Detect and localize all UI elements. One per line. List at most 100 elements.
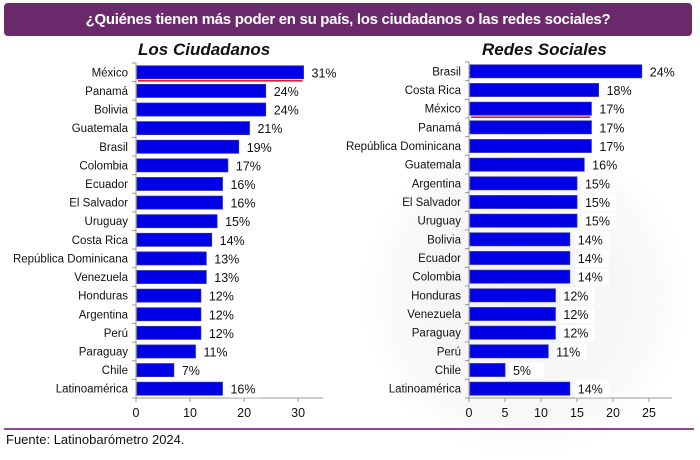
value-label: 16%	[230, 383, 255, 397]
category-label: Panamá	[85, 86, 128, 98]
value-label-background	[596, 138, 631, 155]
value-label-background	[227, 175, 262, 193]
value-label-background	[560, 287, 595, 305]
bar	[469, 344, 549, 359]
bar	[136, 232, 213, 247]
value-label: 12%	[563, 327, 588, 341]
bar	[136, 84, 267, 98]
value-label: 17%	[599, 140, 624, 154]
value-label: 18%	[607, 84, 632, 98]
bar	[136, 270, 207, 284]
value-label: 31%	[312, 66, 337, 80]
bar	[136, 381, 223, 396]
value-label: 15%	[585, 177, 610, 191]
bar	[469, 139, 592, 153]
value-label-background	[205, 324, 240, 342]
value-label-background	[205, 287, 240, 305]
x-tick-label: 30	[291, 406, 305, 420]
value-label: 12%	[563, 308, 588, 322]
bar	[469, 288, 556, 303]
value-label: 14%	[578, 233, 603, 247]
bar	[469, 251, 571, 265]
value-label: 12%	[563, 289, 588, 303]
value-label-background	[200, 343, 235, 361]
category-label: Bolivia	[94, 105, 128, 117]
chart-redes-sociales: Brasil 24% Costa Rica 18% México 17% Panamá 17%…	[345, 61, 681, 420]
category-label: Panamá	[418, 122, 461, 134]
x-tick-label: 25	[642, 406, 656, 420]
value-label-background	[222, 213, 257, 231]
x-tick-label: 10	[183, 406, 197, 420]
category-label: Costa Rica	[72, 235, 129, 247]
bar	[469, 232, 571, 247]
value-label-background	[227, 194, 262, 212]
category-label: Paraguay	[79, 346, 128, 358]
value-label: 21%	[257, 122, 282, 136]
value-label-background	[646, 63, 681, 81]
bar	[136, 307, 202, 322]
category-label: Perú	[104, 328, 128, 340]
value-label: 14%	[220, 234, 245, 248]
value-label-background	[232, 157, 267, 175]
value-label-background	[596, 100, 631, 118]
value-label-background	[603, 82, 638, 99]
value-label: 24%	[274, 104, 299, 118]
value-label-background	[216, 231, 251, 249]
value-label: 15%	[225, 215, 250, 229]
category-label: Argentina	[412, 178, 462, 190]
category-label: Paraguay	[412, 328, 461, 340]
value-label-background	[270, 82, 305, 100]
value-label: 14%	[578, 383, 603, 397]
bar	[136, 177, 223, 191]
x-tick-label: 20	[606, 406, 620, 420]
bar	[469, 325, 556, 340]
value-label-background	[308, 64, 343, 82]
chart-title-ciudadanos: Los Ciudadanos	[138, 40, 271, 59]
value-label: 12%	[209, 290, 234, 304]
bar	[469, 83, 599, 97]
page-title: ¿Quiénes tienen más poder en su país, lo…	[4, 3, 692, 36]
chart-ciudadanos: México 31% Panamá 24% Bolivia 24% Guatemala 21%…	[13, 62, 343, 420]
bar	[469, 195, 578, 209]
bar	[469, 381, 571, 396]
x-tick-label: 5	[502, 406, 509, 420]
bar	[136, 121, 250, 136]
category-label: Costa Rica	[405, 85, 462, 97]
value-label: 24%	[274, 85, 299, 99]
value-label: 17%	[236, 159, 261, 173]
category-label: Ecuador	[418, 253, 461, 265]
category-label: Argentina	[79, 309, 129, 321]
source-note: Fuente: Latinobarómetro 2024.	[6, 432, 185, 447]
value-label: 16%	[230, 178, 255, 192]
footer-divider	[4, 428, 694, 430]
category-label: México	[425, 104, 461, 116]
value-label-background	[227, 380, 262, 398]
chart-title-redes-sociales: Redes Sociales	[482, 40, 607, 59]
category-label: México	[92, 67, 128, 79]
bar	[136, 251, 207, 266]
bar	[136, 65, 304, 80]
category-label: Latinoamérica	[56, 384, 129, 396]
category-label: Chile	[435, 365, 461, 377]
value-label-background	[270, 101, 305, 119]
value-label: 24%	[650, 65, 675, 79]
category-label: Perú	[437, 346, 461, 358]
value-label-background	[205, 306, 240, 324]
value-label-background	[581, 175, 616, 193]
value-label: 16%	[592, 159, 617, 173]
bar	[136, 158, 229, 173]
value-label: 11%	[556, 345, 580, 359]
category-label: El Salvador	[402, 197, 461, 209]
value-label-background	[211, 269, 246, 287]
category-label: Guatemala	[72, 123, 129, 135]
value-label: 12%	[209, 308, 234, 322]
value-label-background	[574, 250, 609, 267]
category-label: Honduras	[78, 291, 128, 303]
value-label-background	[574, 268, 609, 286]
category-label: Brasil	[99, 142, 128, 154]
bar	[469, 176, 578, 191]
value-label-background	[560, 306, 595, 323]
value-label-background	[178, 362, 213, 380]
value-label-background	[553, 343, 588, 361]
bar	[469, 307, 556, 321]
